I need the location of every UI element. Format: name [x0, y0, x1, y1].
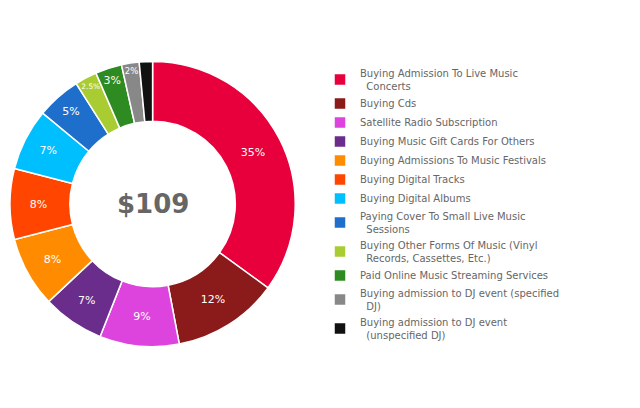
svg-text:7%: 7% — [78, 294, 95, 307]
svg-text:$109: $109 — [117, 189, 189, 219]
svg-text:Paid Online Music Streaming Se: Paid Online Music Streaming Services — [360, 270, 548, 281]
svg-text:Buying Digital Tracks: Buying Digital Tracks — [360, 174, 465, 185]
svg-text:9%: 9% — [133, 310, 150, 323]
svg-text:7%: 7% — [40, 144, 57, 157]
svg-text:Buying Admission To Live Music: Buying Admission To Live Music Concerts — [360, 68, 518, 92]
svg-text:12%: 12% — [201, 293, 225, 306]
svg-text:Paying Cover To Small Live Mus: Paying Cover To Small Live Music Session… — [360, 211, 525, 235]
svg-text:8%: 8% — [44, 253, 61, 266]
svg-text:Buying admission to DJ event (: Buying admission to DJ event (specified … — [360, 288, 559, 312]
svg-text:Buying Other Forms Of Music (V: Buying Other Forms Of Music (Vinyl Recor… — [360, 240, 537, 264]
svg-text:Satellite Radio Subscription: Satellite Radio Subscription — [360, 117, 498, 128]
svg-text:Buying Digital Albums: Buying Digital Albums — [360, 193, 471, 204]
svg-text:5%: 5% — [62, 105, 79, 118]
svg-text:2.5%: 2.5% — [81, 82, 100, 91]
svg-text:35%: 35% — [241, 146, 265, 159]
svg-text:2%: 2% — [125, 66, 139, 76]
svg-text:8%: 8% — [30, 198, 47, 211]
svg-text:Buying admission to DJ event: Buying admission to DJ event (unspecifie… — [360, 317, 507, 341]
svg-text:Buying Cds: Buying Cds — [360, 98, 416, 109]
svg-text:3%: 3% — [104, 74, 121, 87]
svg-text:Buying Music Gift Cards For Ot: Buying Music Gift Cards For Others — [360, 136, 535, 147]
svg-text:Buying Admissions To Music Fes: Buying Admissions To Music Festivals — [360, 155, 546, 166]
